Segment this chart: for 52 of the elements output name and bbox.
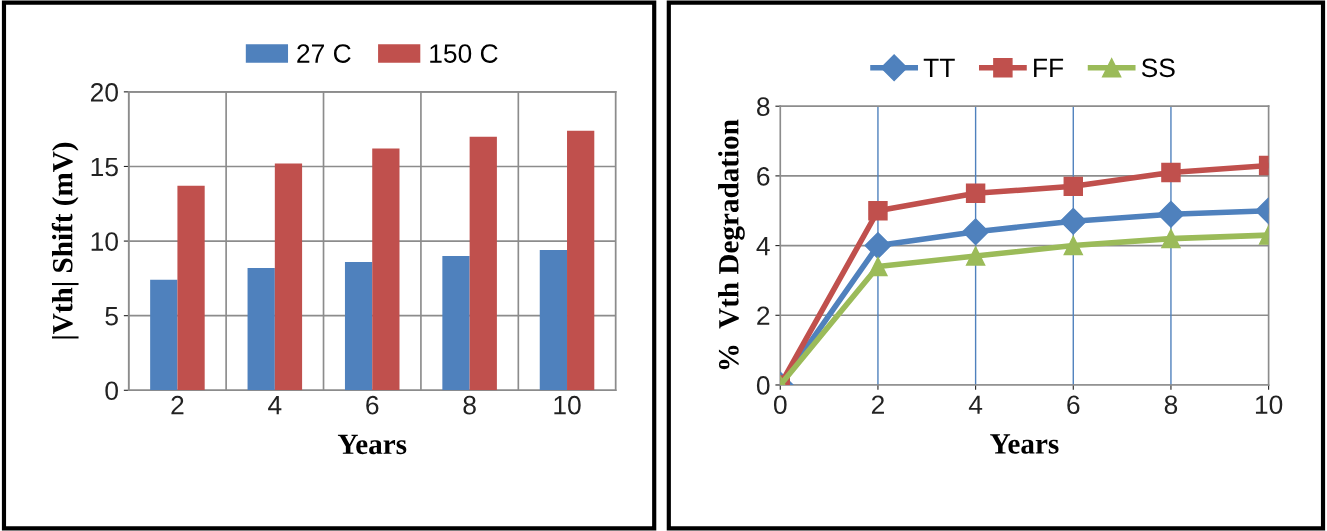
legend-label: FF	[1034, 58, 1064, 77]
legend-label: SS	[1141, 58, 1175, 78]
bar	[469, 136, 497, 391]
point	[1059, 207, 1087, 235]
point	[868, 256, 888, 277]
y-axis-title: |Vth| Shift (mV)	[51, 142, 79, 339]
x-tick-label: 4	[968, 395, 983, 414]
legend-label: 150 C	[430, 44, 498, 63]
y-axis-title: % Vth Degradation	[718, 119, 745, 370]
point	[962, 218, 990, 246]
y-tick-label: 15	[91, 157, 118, 177]
bar	[372, 148, 400, 391]
x-tick-label: 10	[1255, 395, 1283, 415]
y-tick-label: 20	[90, 83, 118, 102]
y-tick-label: 0	[756, 376, 770, 395]
point	[1161, 162, 1181, 183]
bar	[567, 130, 595, 391]
x-tick-label: 2	[871, 395, 884, 414]
y-tick-label: 2	[757, 306, 770, 325]
x-tick-label: 2	[171, 395, 184, 415]
y-tick-label: 8	[757, 97, 770, 117]
bar	[150, 279, 178, 391]
x-axis-title: Years	[337, 434, 407, 455]
legend-label: 27 C	[297, 44, 351, 63]
point	[965, 246, 986, 266]
point	[864, 232, 892, 260]
x-tick-label: 10	[554, 395, 581, 415]
point	[868, 201, 888, 221]
point	[1063, 235, 1084, 256]
y-tick-label: 4	[756, 236, 770, 256]
y-tick-label: 10	[91, 232, 118, 251]
x-axis-title: Years	[990, 434, 1059, 454]
bar	[539, 250, 568, 391]
bar	[177, 185, 205, 391]
x-tick-label: 4	[268, 396, 282, 415]
x-tick-label: 0	[773, 395, 787, 415]
x-tick-label: 8	[1164, 395, 1178, 415]
x-tick-label: 6	[366, 395, 379, 415]
bar	[344, 261, 373, 391]
bar	[247, 267, 275, 391]
y-tick-label: 6	[757, 167, 770, 186]
x-tick-label: 8	[463, 395, 476, 415]
y-tick-label: 0	[105, 381, 118, 401]
y-tick-label: 5	[105, 307, 118, 326]
point	[1161, 228, 1181, 249]
point	[965, 183, 986, 204]
bar	[274, 163, 303, 391]
point	[1063, 176, 1084, 197]
x-tick-label: 6	[1067, 395, 1080, 415]
legend-label: TT	[923, 58, 955, 77]
point	[1157, 200, 1185, 228]
bar	[442, 256, 470, 391]
